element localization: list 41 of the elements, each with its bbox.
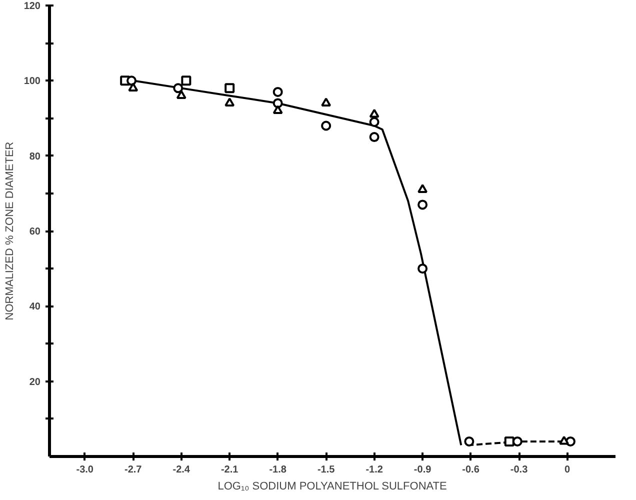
point — [418, 184, 428, 193]
x-axis-title: LOG₁₀ SODIUM POLYANETHOL SULFONATE — [218, 480, 447, 492]
point — [272, 98, 283, 108]
point — [173, 83, 184, 94]
x-tick-label: -2.4 — [172, 464, 190, 476]
x-tick-label: -1.5 — [317, 464, 336, 476]
x-tick-label: -0.3 — [510, 464, 528, 476]
x-tick-label: -0.6 — [462, 464, 480, 476]
x-tick-label: -1.2 — [366, 464, 384, 476]
x-tick-label: -2.7 — [124, 464, 142, 476]
x-tick-label: -0.9 — [414, 464, 432, 476]
point — [321, 98, 332, 107]
point — [369, 108, 380, 118]
point — [128, 82, 138, 92]
point — [321, 120, 332, 131]
point — [272, 86, 283, 97]
point — [181, 76, 192, 86]
y-tick-label: 20 — [29, 376, 41, 388]
point — [126, 76, 137, 86]
x-tick-label: -2.1 — [220, 464, 239, 476]
point — [512, 436, 522, 446]
y-tick-label: 120 — [24, 1, 41, 12]
point — [418, 264, 428, 274]
x-tick-label: 0 — [564, 464, 570, 476]
x-tick-label: -3.0 — [76, 464, 94, 476]
point — [272, 105, 283, 114]
point — [418, 200, 428, 210]
point — [224, 98, 235, 107]
x-tick-label: -1.8 — [269, 464, 287, 476]
point — [504, 436, 514, 446]
y-tick-label: 80 — [29, 151, 41, 162]
point — [464, 436, 474, 446]
point — [176, 90, 186, 100]
point — [369, 117, 380, 127]
y-tick-label: 60 — [29, 226, 41, 238]
y-axis-title: NORMALIZED % ZONE DIAMETER — [4, 142, 16, 320]
point — [224, 83, 235, 94]
y-tick-label: 40 — [29, 302, 41, 313]
point — [369, 132, 380, 142]
point — [559, 436, 570, 445]
y-tick-label: 100 — [24, 76, 41, 88]
